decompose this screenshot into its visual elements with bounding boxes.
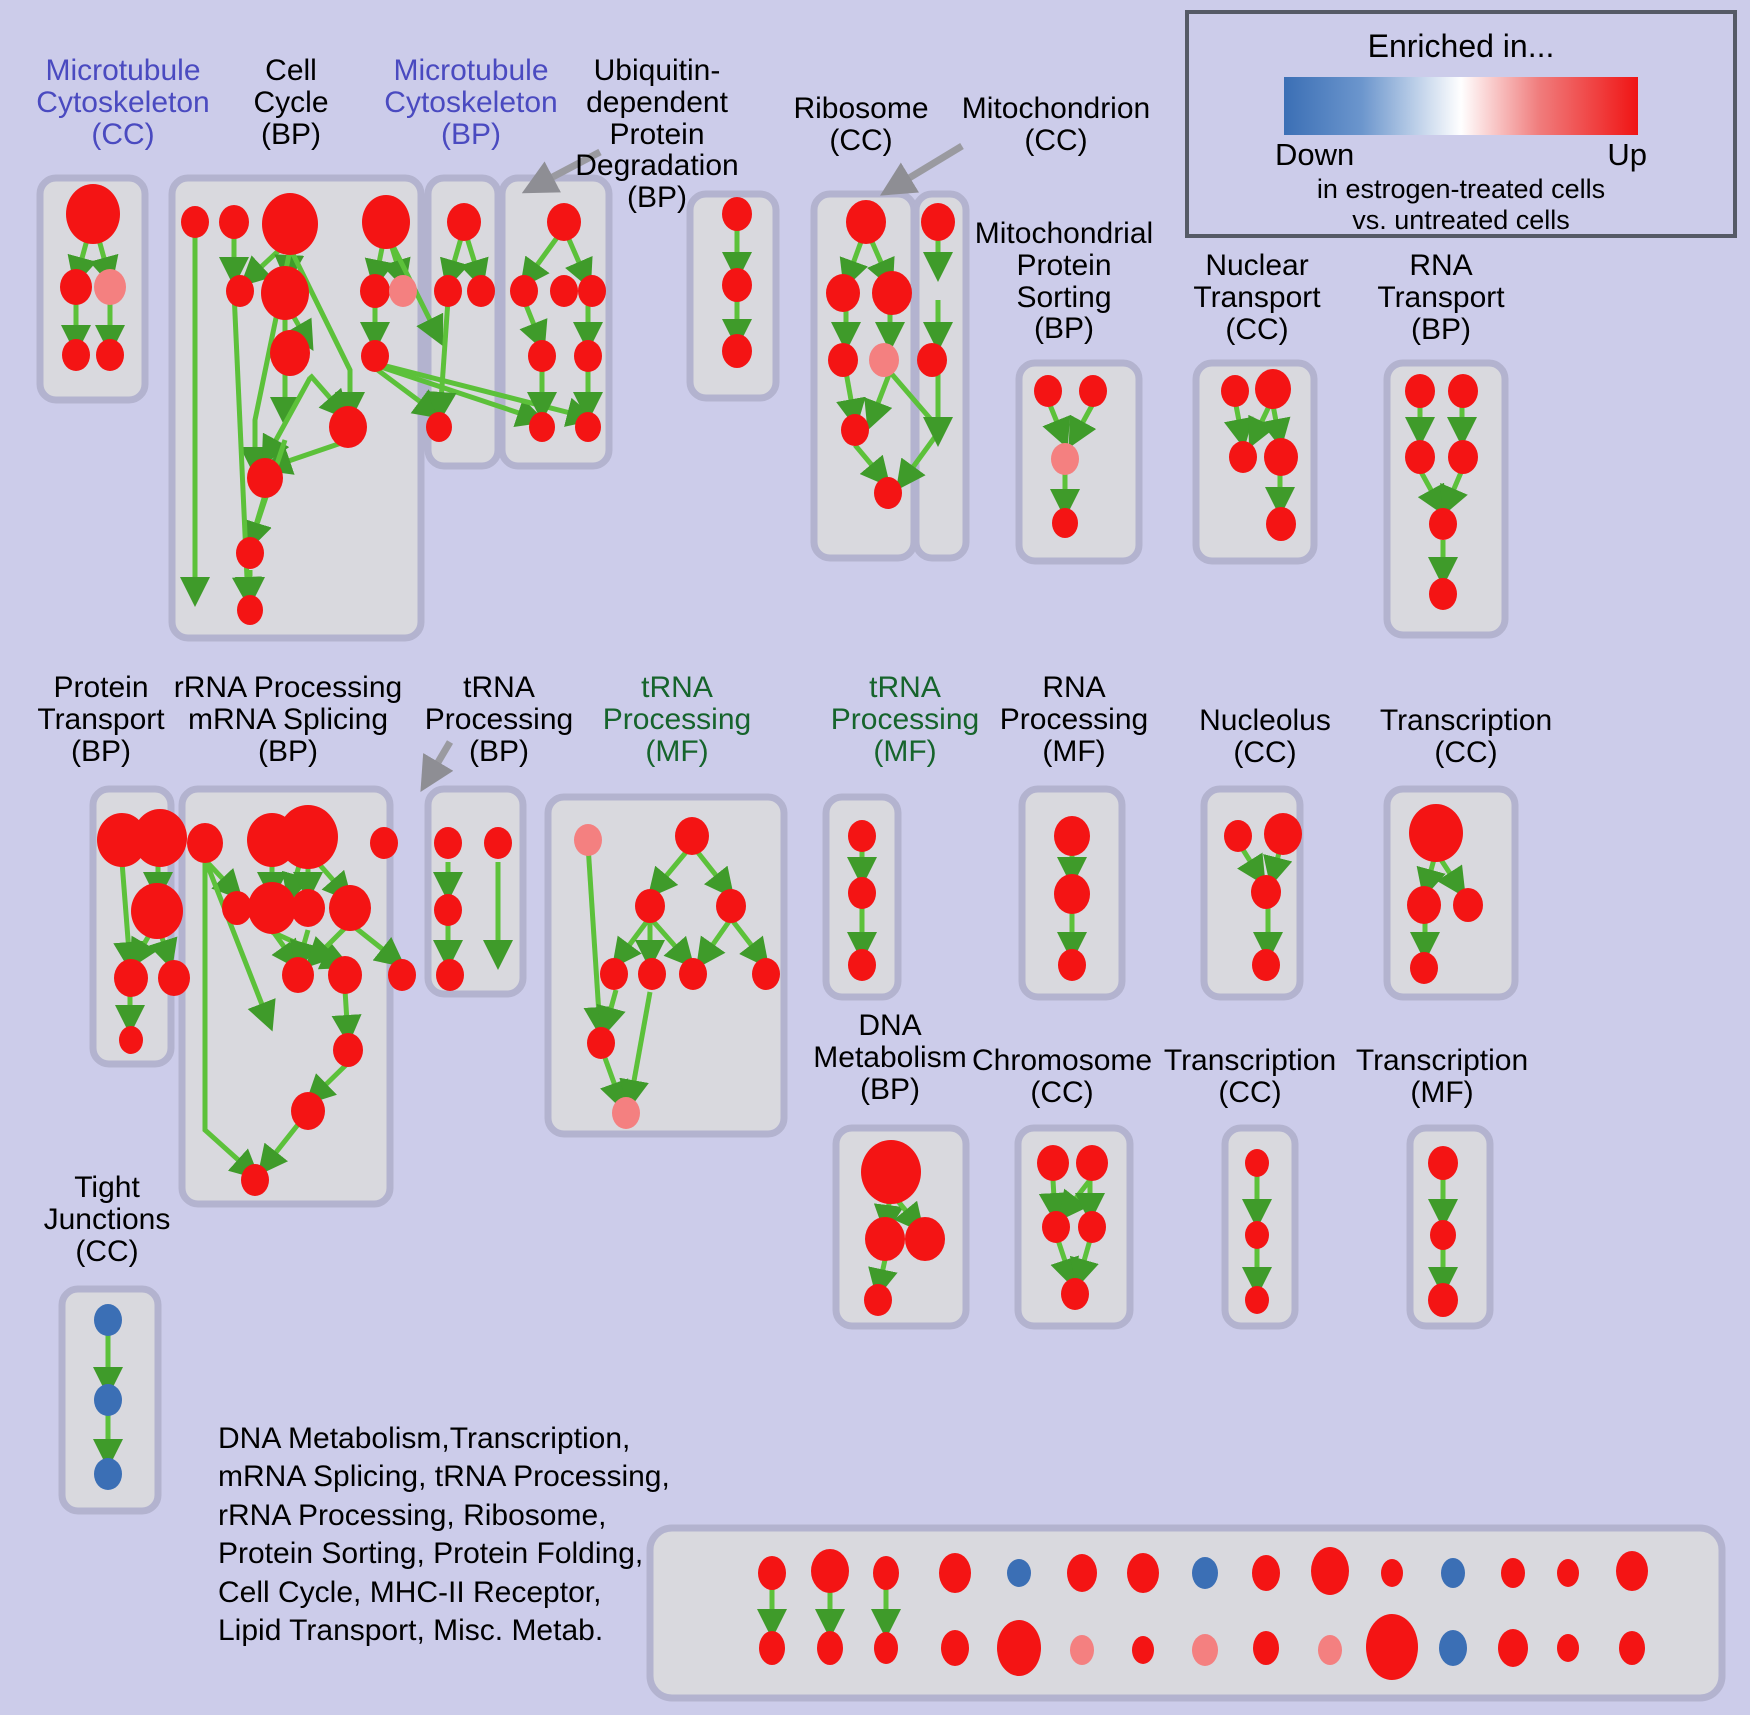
legend-title: Enriched in... [1367,28,1555,64]
legend-panel: Enriched in... Down Up in estrogen-treat… [1185,10,1737,238]
arrow-to-trna-bp [420,740,454,793]
cluster-label-transcription-cc-small: Transcription (CC) [1163,1044,1337,1109]
cluster-label-trna-processing-mf-large: tRNA Processing (MF) [602,671,752,768]
cluster-label-rna-processing-mf: RNA Processing (MF) [999,671,1149,768]
cluster-label-transcription-mf: Transcription (MF) [1355,1044,1529,1109]
cluster-label-ubiquitin-protein-degradation-bp: Ubiquitin- dependent Protein Degradation… [575,54,739,215]
cluster-label-nuclear-transport-cc: Nuclear Transport (CC) [1193,249,1321,346]
legend-down-label: Down [1275,137,1355,172]
cluster-label-trna-processing-mf-small: tRNA Processing (MF) [830,671,980,768]
cluster-label-chromosome-cc: Chromosome (CC) [972,1044,1153,1109]
cluster-label-ribosome-cc: Ribosome (CC) [793,92,929,157]
misc-category-list: DNA Metabolism,Transcription, mRNA Splic… [218,1422,670,1647]
cluster-label-trna-processing-bp: tRNA Processing (BP) [424,671,574,768]
legend-color-gradient [1284,77,1638,135]
cluster-label-transcription-cc-big: Transcription (CC) [1379,704,1553,769]
cluster-label-microtubule-cytoskeleton-bp: Microtubule Cytoskeleton (BP) [384,54,558,151]
cluster-label-cell-cycle-bp: Cell Cycle (BP) [253,54,329,151]
arrow-to-mitochondrion [880,143,964,196]
cluster-label-nucleolus-cc: Nucleolus (CC) [1199,704,1331,769]
legend-subtitle-line1: in estrogen-treated cells [1316,174,1606,204]
cluster-label-dna-metabolism-bp: DNA Metabolism (BP) [813,1009,967,1106]
cluster-label-rna-transport-bp: RNA Transport (BP) [1377,249,1505,346]
cluster-label-protein-transport-bp: Protein Transport (BP) [37,671,165,768]
legend-up-label: Up [1607,137,1647,172]
legend-subtitle-line2: vs. untreated cells [1352,205,1570,236]
cluster-label-rrna-mrna-splicing-bp: rRNA Processing mRNA Splicing (BP) [173,671,403,768]
arrow-to-ubiquitin [521,148,602,194]
cluster-label-microtubule-cytoskeleton-cc: Microtubule Cytoskeleton (CC) [36,54,210,151]
cluster-label-mitochondrial-protein-sorting-bp: Mitochondrial Protein Sorting (BP) [974,217,1154,346]
cluster-label-mitochondrion-cc: Mitochondrion (CC) [961,92,1151,157]
cluster-label-tight-junctions-cc: Tight Junctions (CC) [43,1171,171,1268]
